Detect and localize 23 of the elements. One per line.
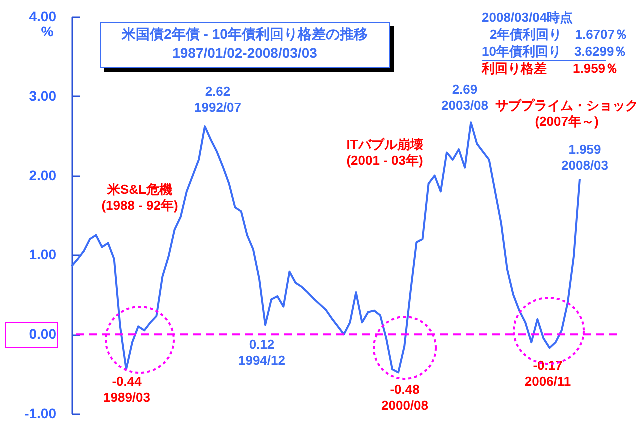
annotation: 2.62 1992/07 <box>194 84 242 115</box>
annotation: 2年債利回り 1.6707％ <box>490 27 628 42</box>
y-tick-label: -1.00 <box>24 406 57 422</box>
annotation: 2.69 2003/08 <box>442 82 488 113</box>
annotation: -0.17 2006/11 <box>524 358 572 389</box>
annotation: 米S&L危機 (1988 - 92年) <box>102 182 178 213</box>
annotation: 10年債利回り 3.6299％ <box>482 44 628 59</box>
y-tick-label: 3.00 <box>29 88 57 104</box>
y-tick-label: 1.00 <box>29 246 57 263</box>
y-tick-label: 2.00 <box>29 167 57 184</box>
y-tick-label: 0.00 <box>29 326 57 342</box>
annotation: 利回り格差 1.959％ <box>481 61 619 76</box>
text: 米国債2年債 - 10年債利回り格差の推移 <box>120 25 369 44</box>
annotation: 2008/03/04時点 <box>482 10 574 25</box>
y-tick-label: 4.00 <box>29 8 57 24</box>
annotation: 1.959 2008/03 <box>562 142 608 173</box>
text: 1987/01/02-2008/03/03 <box>172 44 318 63</box>
annotation: 0.12 1994/12 <box>238 337 286 368</box>
y-axis-title: % <box>41 24 54 40</box>
annotation: -0.44 1989/03 <box>104 374 150 405</box>
annotation: ITバブル崩壊 (2001 - 03年) <box>346 137 424 168</box>
annotation: サブプライム・ショック (2007年～) <box>496 98 638 129</box>
annotation: -0.48 2000/08 <box>382 382 428 413</box>
